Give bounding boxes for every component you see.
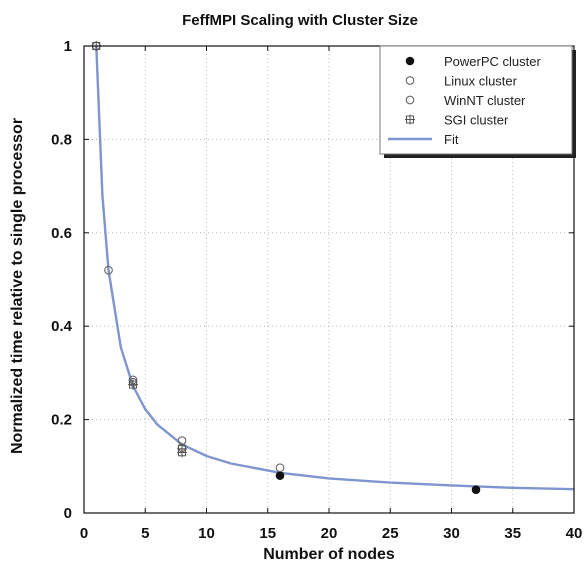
y-tick-label: 0.6 bbox=[51, 225, 72, 242]
legend-label: SGI cluster bbox=[444, 113, 509, 128]
marker-shape bbox=[405, 76, 415, 85]
marker-shape bbox=[405, 95, 415, 105]
legend-label: WinNT cluster bbox=[444, 93, 526, 108]
legend-marker bbox=[405, 56, 415, 66]
marker-shape bbox=[275, 463, 285, 473]
legend-items: PowerPC cluster Linux cluster WinNT cluste… bbox=[388, 54, 541, 147]
x-tick-label: 5 bbox=[141, 525, 149, 542]
legend: PowerPC cluster Linux cluster WinNT cluste… bbox=[379, 45, 576, 158]
x-tick-label: 0 bbox=[80, 525, 88, 542]
chart-title: FeffMPI Scaling with Cluster Size bbox=[182, 12, 418, 29]
fit-layer bbox=[95, 45, 575, 491]
y-tick-label: 0.8 bbox=[51, 131, 72, 148]
data-point bbox=[177, 444, 187, 455]
data-point bbox=[275, 471, 285, 480]
x-tick-label: 40 bbox=[566, 525, 583, 542]
marker-shape bbox=[275, 471, 285, 480]
ticks-layer: 0 5 10 15 20 25 30 35 40 0 0.2 0.4 0.6 0.8 1 bbox=[51, 38, 582, 542]
y-tick-label: 0.4 bbox=[51, 318, 73, 335]
legend-marker bbox=[405, 76, 415, 85]
x-tick-label: 10 bbox=[198, 525, 215, 542]
legend-marker bbox=[405, 95, 415, 105]
legend-label: Fit bbox=[444, 132, 459, 147]
y-tick-label: 1 bbox=[64, 38, 72, 55]
legend-marker bbox=[405, 114, 415, 125]
y-tick-label: 0 bbox=[64, 505, 72, 522]
x-tick-label: 35 bbox=[504, 525, 521, 542]
x-tick-label: 20 bbox=[321, 525, 338, 542]
y-tick-label: 0.2 bbox=[51, 412, 72, 429]
data-point bbox=[471, 485, 481, 494]
x-tick-label: 30 bbox=[443, 525, 460, 542]
data-point bbox=[275, 463, 285, 473]
data-point bbox=[104, 265, 113, 275]
legend-label: Linux cluster bbox=[444, 74, 518, 89]
marker-shape bbox=[104, 265, 113, 275]
y-axis-label: Normalized time relative to single proce… bbox=[9, 118, 26, 454]
marker-shape bbox=[471, 485, 481, 494]
marker-shape bbox=[405, 56, 415, 66]
x-tick-label: 25 bbox=[382, 525, 399, 542]
x-tick-label: 15 bbox=[259, 525, 276, 542]
fit-line bbox=[95, 45, 575, 491]
legend-label: PowerPC cluster bbox=[444, 54, 541, 69]
data-point bbox=[128, 379, 138, 390]
x-axis-label: Number of nodes bbox=[263, 546, 395, 563]
